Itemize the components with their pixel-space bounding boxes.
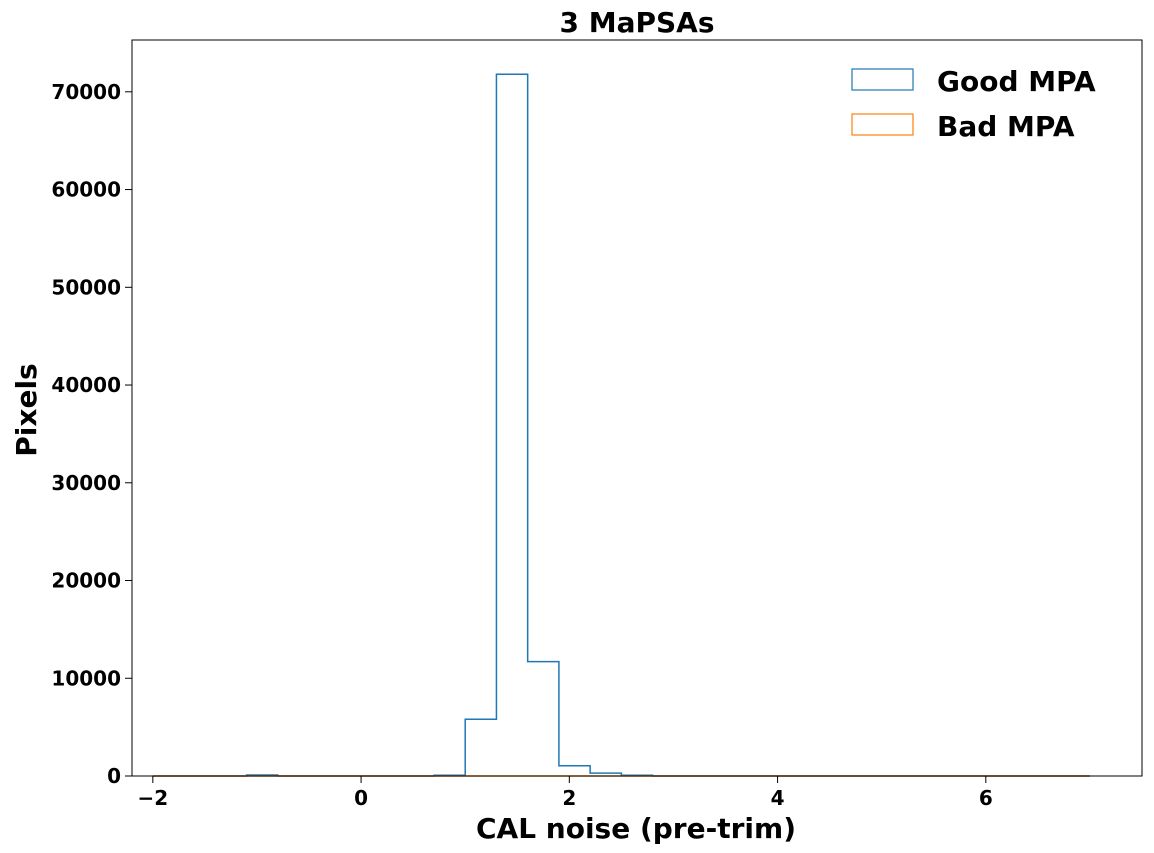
series-step-good-mpa bbox=[152, 73, 1090, 777]
chart-title: 3 MaPSAs bbox=[559, 6, 714, 39]
legend-label-good-mpa: Good MPA bbox=[937, 65, 1096, 98]
legend-label-bad-mpa: Bad MPA bbox=[937, 110, 1075, 143]
histogram-bin bbox=[559, 766, 590, 776]
x-tick-label: −2 bbox=[137, 786, 168, 810]
y-tick-label: 0 bbox=[107, 764, 121, 788]
y-tick-label: 30000 bbox=[51, 471, 121, 495]
x-tick-label: 0 bbox=[354, 786, 368, 810]
plot-frame bbox=[131, 39, 1143, 777]
y-tick-label: 10000 bbox=[51, 666, 121, 690]
y-tick-label: 20000 bbox=[51, 569, 121, 593]
y-tick-label: 50000 bbox=[51, 275, 121, 299]
x-tick-label: 4 bbox=[771, 786, 785, 810]
y-tick-label: 40000 bbox=[51, 373, 121, 397]
legend-swatch-bad-mpa bbox=[851, 113, 914, 136]
y-axis: 0 10000 20000 30000 40000 50000 60000 70000 bbox=[51, 80, 132, 788]
y-axis-label: Pixels bbox=[10, 363, 43, 456]
histogram-bin bbox=[465, 719, 496, 776]
x-tick-label: 6 bbox=[979, 786, 993, 810]
x-axis-label: CAL noise (pre-trim) bbox=[476, 812, 796, 845]
plot-area bbox=[131, 39, 1143, 777]
x-axis: −2 0 2 4 6 bbox=[137, 776, 993, 810]
y-tick-label: 60000 bbox=[51, 178, 121, 202]
legend: Good MPA Bad MPA bbox=[851, 65, 1096, 143]
y-tick-label: 70000 bbox=[51, 80, 121, 104]
histogram-bin bbox=[496, 74, 527, 776]
histogram-bin bbox=[528, 662, 559, 776]
legend-swatch-good-mpa bbox=[851, 68, 914, 91]
x-tick-label: 2 bbox=[562, 786, 576, 810]
